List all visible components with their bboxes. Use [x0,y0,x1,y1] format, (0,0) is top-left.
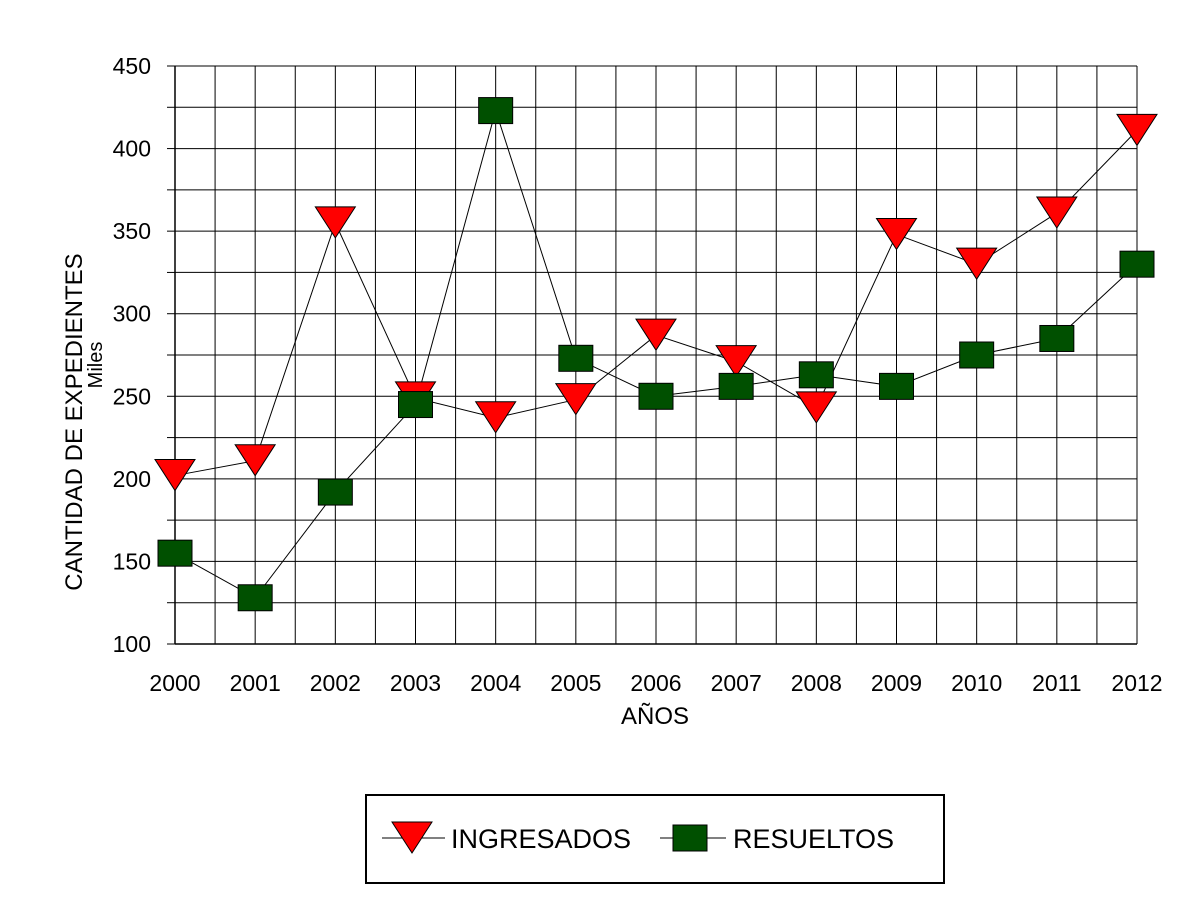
y-tick-label: 450 [113,53,151,79]
x-tick-label: 2000 [149,670,200,696]
data-point-ingresados [234,444,277,477]
legend: INGRESADOS RESUELTOS [365,794,945,884]
legend-label-resueltos: RESUELTOS [733,824,894,854]
x-axis-ticks: 2000 2001 2002 2003 2004 2005 2006 2007 2008 2009… [149,670,1162,696]
data-point-ingresados [955,247,998,281]
y-tick-label: 400 [113,136,151,162]
x-tick-label: 2006 [630,670,681,696]
x-tick-label: 2010 [951,670,1002,696]
data-point-resueltos [638,382,674,410]
x-tick-label: 2003 [390,670,441,696]
x-tick-label: 2009 [871,670,922,696]
legend-box [365,794,945,884]
legend-marker-ingresados [391,821,433,854]
x-tick-label: 2005 [550,670,601,696]
data-point-resueltos [237,584,273,612]
x-tick-label: 2008 [791,670,842,696]
data-point-resueltos [1039,324,1075,352]
data-point-ingresados [1035,196,1078,229]
data-point-ingresados [875,217,918,251]
x-tick-label: 2004 [470,670,521,696]
data-point-resueltos [317,478,353,506]
x-tick-label: 2007 [711,670,762,696]
data-point-resueltos [558,344,594,372]
data-point-ingresados [795,391,838,424]
y-tick-label: 350 [113,218,151,244]
data-point-resueltos [879,372,914,400]
y-tick-label: 200 [113,466,151,492]
x-tick-label: 2002 [310,670,361,696]
series [154,97,1158,612]
x-tick-label: 2012 [1111,670,1162,696]
x-tick-label: 2001 [230,670,281,696]
grid [174,65,1138,645]
data-point-resueltos [798,361,834,389]
data-point-resueltos [478,97,514,125]
y-tick-label: 300 [113,301,151,327]
data-point-ingresados [554,383,597,416]
y-axis-unit-label: Miles [85,342,107,389]
data-point-ingresados [635,318,677,352]
y-tick-label: 100 [113,631,151,657]
y-axis-title: CANTIDAD DE EXPEDIENTES [61,253,88,590]
x-axis-title: AÑOS [621,703,689,730]
data-point-resueltos [959,341,995,369]
legend-label-ingresados: INGRESADOS [451,824,631,854]
data-point-ingresados [715,345,758,378]
data-point-resueltos [398,391,433,419]
data-point-resueltos [157,539,193,567]
x-tick-label: 2011 [1032,670,1081,696]
y-tick-label: 250 [113,383,151,409]
data-point-ingresados [154,459,196,492]
data-point-ingresados [474,401,517,434]
data-point-ingresados [314,206,357,239]
data-point-resueltos [718,372,754,400]
data-point-resueltos [1119,250,1155,278]
y-axis-ticks: 100 150 200 250 300 350 400 450 [113,53,175,657]
data-point-ingresados [1116,113,1158,147]
legend-marker-resueltos [672,824,708,852]
y-tick-label: 150 [113,548,151,574]
